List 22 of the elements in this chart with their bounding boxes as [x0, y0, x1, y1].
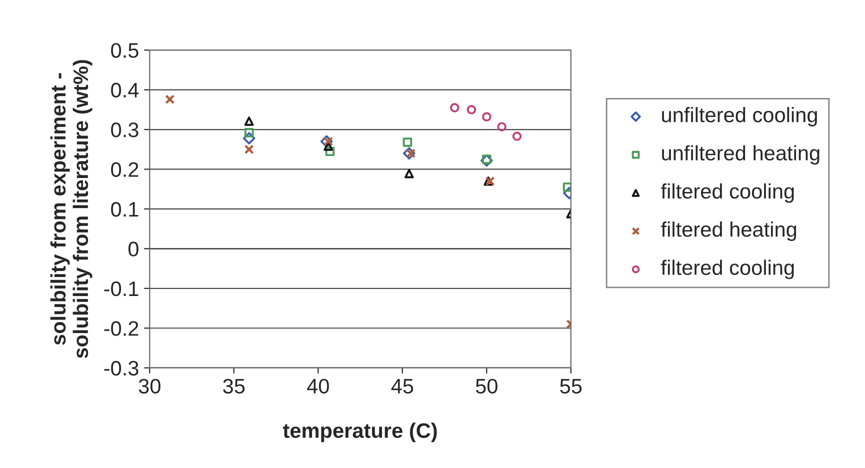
- x-tick-label: 40: [307, 378, 329, 394]
- y-tick-label: -0.2: [104, 321, 138, 336]
- y-tick-label: -0.3: [104, 360, 138, 376]
- x-tick-label: 55: [560, 379, 582, 394]
- x-tick-label: 50: [476, 378, 498, 394]
- x-tick-label: 45: [391, 379, 414, 394]
- x-tick-label: 35: [223, 378, 245, 394]
- y-tick-label: 0.1: [111, 202, 138, 217]
- y-tick-label: 0.2: [111, 162, 138, 177]
- legend-label: filtered heating: [661, 222, 796, 241]
- legend-label: filtered cooling: [661, 260, 794, 280]
- y-tick-label: 0.4: [111, 82, 139, 98]
- legend-label: filtered cooling: [661, 183, 794, 203]
- legend-label: unfiltered heating: [662, 145, 820, 165]
- y-axis-title: solubility from experiment - solubility from literature (wt%): [50, 60, 92, 358]
- y-tick-label: 0.5: [111, 43, 138, 58]
- y-tick-label: -0.1: [104, 281, 138, 296]
- x-axis-title: temperature (C): [282, 422, 437, 442]
- x-tick-label: 30: [138, 378, 160, 394]
- y-tick-label: 0: [128, 242, 138, 256]
- legend-label: unfiltered cooling: [662, 107, 817, 126]
- y-tick-label: 0.3: [111, 122, 138, 138]
